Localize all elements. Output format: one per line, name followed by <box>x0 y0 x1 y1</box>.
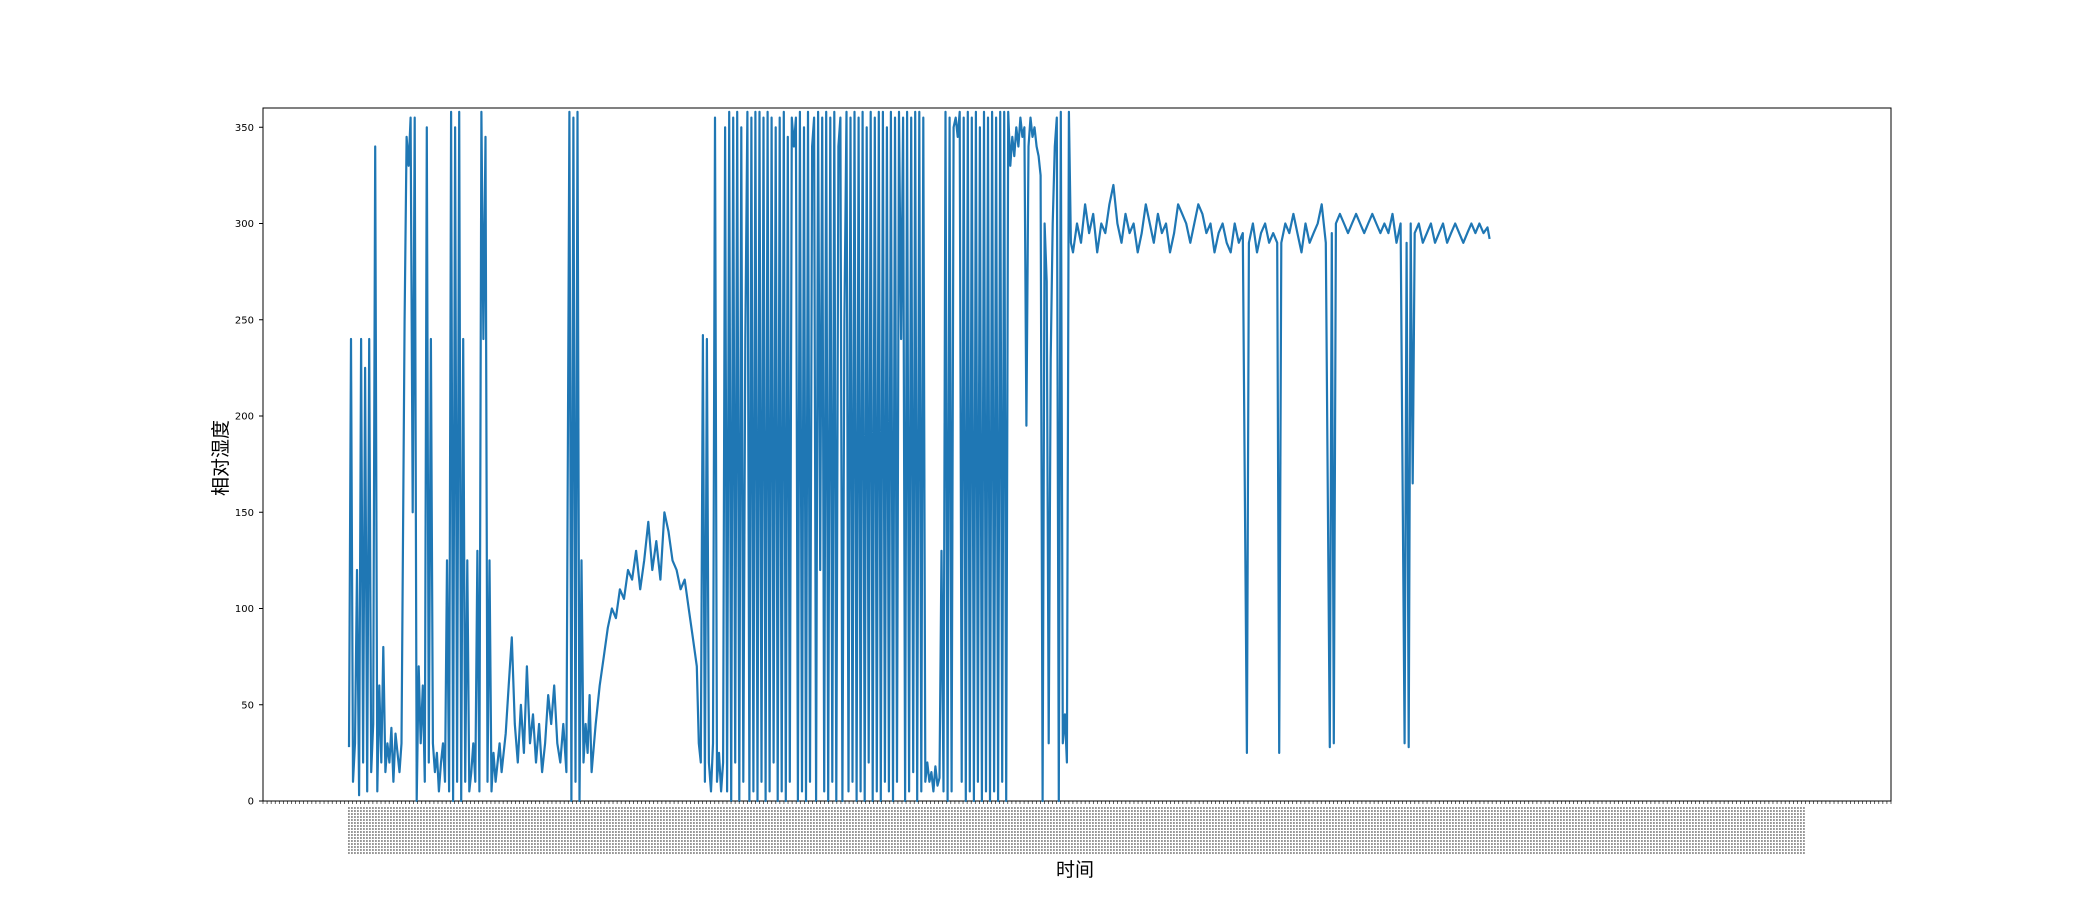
x-axis-label: 时间 <box>1056 859 1094 881</box>
y-axis-label: 相对湿度 <box>210 420 232 496</box>
y-tick-label: 250 <box>235 315 254 326</box>
y-tick-label: 350 <box>235 123 254 134</box>
y-tick-label: 200 <box>235 412 254 423</box>
y-tick-label: 50 <box>241 700 254 711</box>
data-series-line <box>347 110 1491 803</box>
y-tick-label: 150 <box>235 508 254 519</box>
y-axis: 0 50 100 150 200 250 300 350 <box>235 123 263 808</box>
y-tick-label: 0 <box>248 797 254 808</box>
y-tick-label: 100 <box>235 604 254 615</box>
x-axis <box>262 801 1892 854</box>
y-tick-label: 300 <box>235 219 254 230</box>
